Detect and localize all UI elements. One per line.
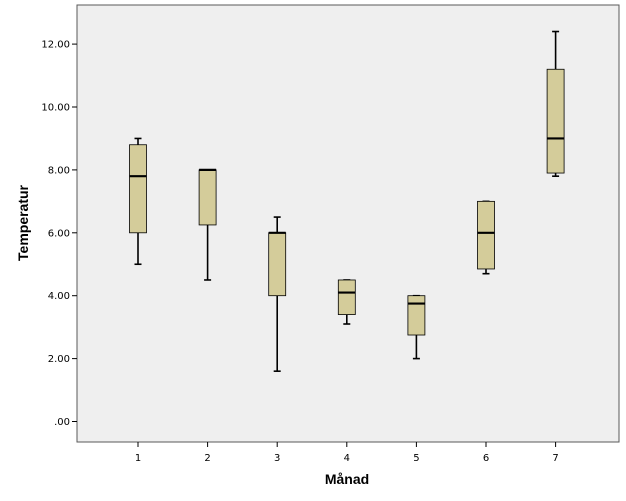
box-3: [268, 216, 287, 372]
y-tick-label: 10.00: [41, 103, 70, 114]
box-5: [407, 294, 426, 360]
y-tick-label: 4.00: [48, 291, 70, 302]
box-1: [129, 137, 147, 266]
box-series: [129, 30, 565, 372]
y-axis-title: Temperatur: [15, 184, 31, 261]
x-tick-label: 6: [483, 453, 489, 464]
iqr-box: [198, 169, 217, 226]
y-tick-label: 8.00: [48, 165, 70, 176]
y-tick-label: 6.00: [48, 228, 70, 239]
y-tick-label: 2.00: [48, 354, 70, 365]
box-2: [198, 168, 217, 281]
x-tick-label: 1: [135, 453, 141, 464]
iqr-box: [477, 200, 495, 270]
y-axis: .00 2.00 4.00 6.00 8.00 10.00 12.00: [41, 40, 77, 428]
iqr-box: [129, 144, 147, 234]
x-tick-label: 7: [552, 453, 558, 464]
x-tick-label: 3: [274, 453, 280, 464]
box-7: [546, 30, 565, 177]
x-axis-title: Månad: [325, 471, 369, 487]
box-4: [337, 279, 356, 325]
x-axis: 1 2 3 4 5 6 7: [135, 442, 559, 464]
x-tick-label: 2: [204, 453, 210, 464]
iqr-box: [546, 68, 565, 174]
y-tick-label: .00: [54, 417, 70, 428]
iqr-box: [268, 232, 287, 297]
plot-area: [76, 4, 620, 443]
y-tick-label: 12.00: [41, 40, 70, 51]
x-tick-label: 4: [344, 453, 350, 464]
box-6: [477, 200, 495, 275]
x-tick-label: 5: [413, 453, 419, 464]
iqr-box: [337, 279, 356, 315]
iqr-box: [407, 295, 426, 336]
